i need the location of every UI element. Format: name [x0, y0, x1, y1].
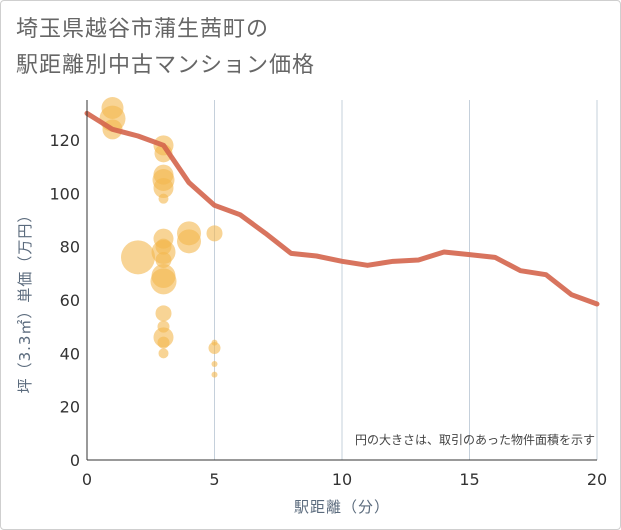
- y-tick-label: 80: [60, 238, 80, 257]
- chart-title-line1: 埼玉県越谷市蒲生茜町の: [16, 17, 270, 42]
- x-axis-label: 駅距離（分）: [294, 498, 390, 516]
- data-bubble: [158, 348, 169, 359]
- data-bubble: [155, 252, 172, 268]
- data-bubble: [208, 342, 221, 354]
- data-bubble: [211, 361, 218, 367]
- bubble-series: [99, 97, 223, 378]
- y-axis-label: 坪（3.3㎡）単価（万円）: [16, 207, 34, 394]
- data-bubble: [177, 229, 201, 254]
- y-tick-label: 100: [49, 184, 80, 203]
- chart-title: 埼玉県越谷市蒲生茜町の 駅距離別中古マンション価格: [16, 12, 315, 84]
- data-bubble: [155, 305, 172, 322]
- tick-labels: 0 5 10 15 20 0 20 40 60 80 100 120: [49, 131, 607, 489]
- data-bubble: [157, 336, 170, 349]
- y-tick-label: 60: [60, 291, 80, 310]
- data-bubble: [150, 268, 177, 295]
- data-bubble: [153, 178, 174, 198]
- axes: [86, 100, 597, 461]
- x-tick-label: 20: [587, 470, 607, 489]
- y-tick-label: 120: [49, 131, 80, 150]
- bubble-size-note: 円の大きさは、取引のあった物件面積を示す: [355, 432, 595, 447]
- chart-title-line2: 駅距離別中古マンション価格: [16, 53, 316, 78]
- grid-lines: [214, 100, 598, 460]
- x-tick-label: 5: [209, 470, 219, 489]
- data-bubble: [121, 240, 155, 275]
- trend-series: [84, 110, 600, 307]
- y-tick-label: 40: [60, 344, 80, 363]
- x-tick-label: 0: [82, 470, 92, 489]
- trend-line: [84, 110, 600, 307]
- y-tick-label: 0: [70, 451, 80, 470]
- y-tick-label: 20: [60, 398, 80, 417]
- data-bubble: [211, 371, 218, 378]
- data-bubble: [206, 225, 223, 242]
- x-tick-label: 10: [332, 470, 352, 489]
- x-tick-label: 15: [459, 470, 479, 489]
- data-bubble: [158, 193, 169, 204]
